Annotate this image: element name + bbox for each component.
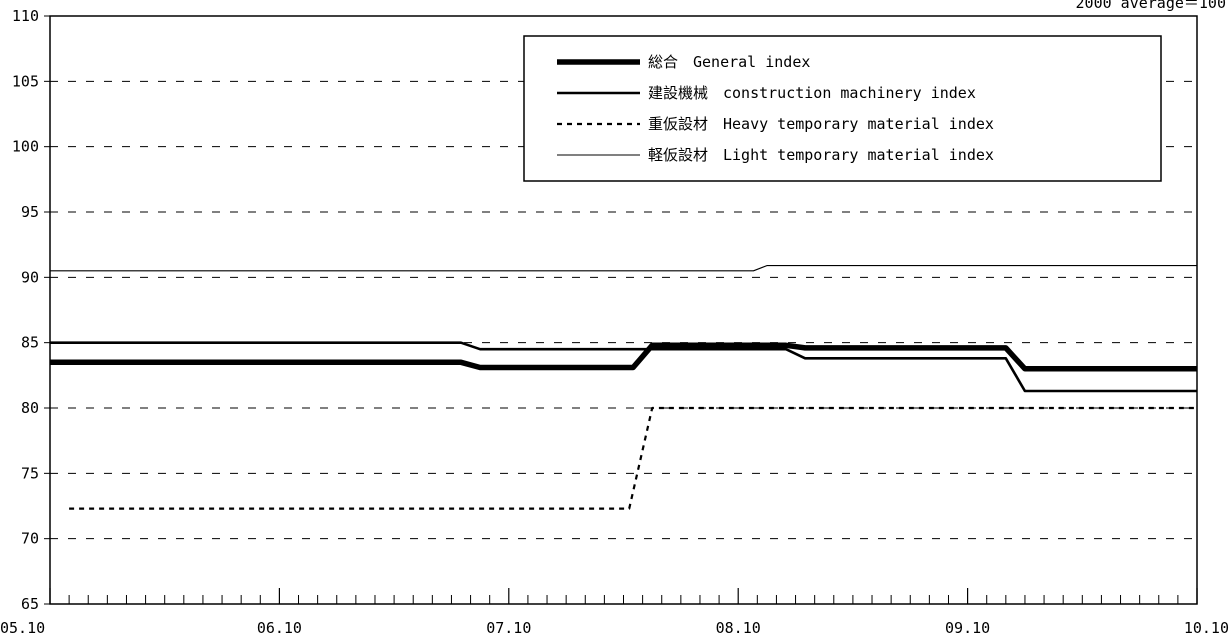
legend-label: 総合 General index	[648, 53, 810, 71]
axis-layer: 65 70 75 80 85 90 95 100 105 110 05.10 06.10 07.10 08…	[0, 7, 1229, 637]
legend-label: 建設機械 construction machinery index	[648, 84, 976, 102]
x-tick-label: 10.10	[1184, 619, 1229, 637]
x-tick-label: 06.10	[257, 619, 302, 637]
y-tick-label: 75	[21, 464, 39, 482]
x-tick-label: 07.10	[486, 619, 531, 637]
series-line	[50, 342, 1197, 372]
y-tick-label: 110	[12, 7, 39, 25]
legend-label: 軽仮設材 Light temporary material index	[648, 146, 994, 164]
y-tick-label: 70	[21, 530, 39, 548]
series-layer	[50, 265, 1197, 510]
legend: 総合 General index 建設機械 construction machin…	[523, 35, 1162, 182]
x-tick-label: 08.10	[716, 619, 761, 637]
series-line	[50, 341, 1197, 393]
x-tick-label: 05.10	[0, 619, 45, 637]
x-tick-label: 09.10	[945, 619, 990, 637]
series-line	[69, 406, 1197, 510]
y-tick-label: 65	[21, 595, 39, 613]
y-tick-label: 80	[21, 399, 39, 417]
y-tick-label: 90	[21, 268, 39, 286]
y-tick-label: 85	[21, 334, 39, 352]
y-tick-label: 95	[21, 203, 39, 221]
y-tick-label: 105	[12, 72, 39, 90]
y-tick-label: 100	[12, 138, 39, 156]
legend-label: 重仮設材 Heavy temporary material index	[648, 115, 994, 133]
base-note: 2000 average＝100	[1076, 0, 1226, 12]
series-line	[50, 265, 1197, 272]
